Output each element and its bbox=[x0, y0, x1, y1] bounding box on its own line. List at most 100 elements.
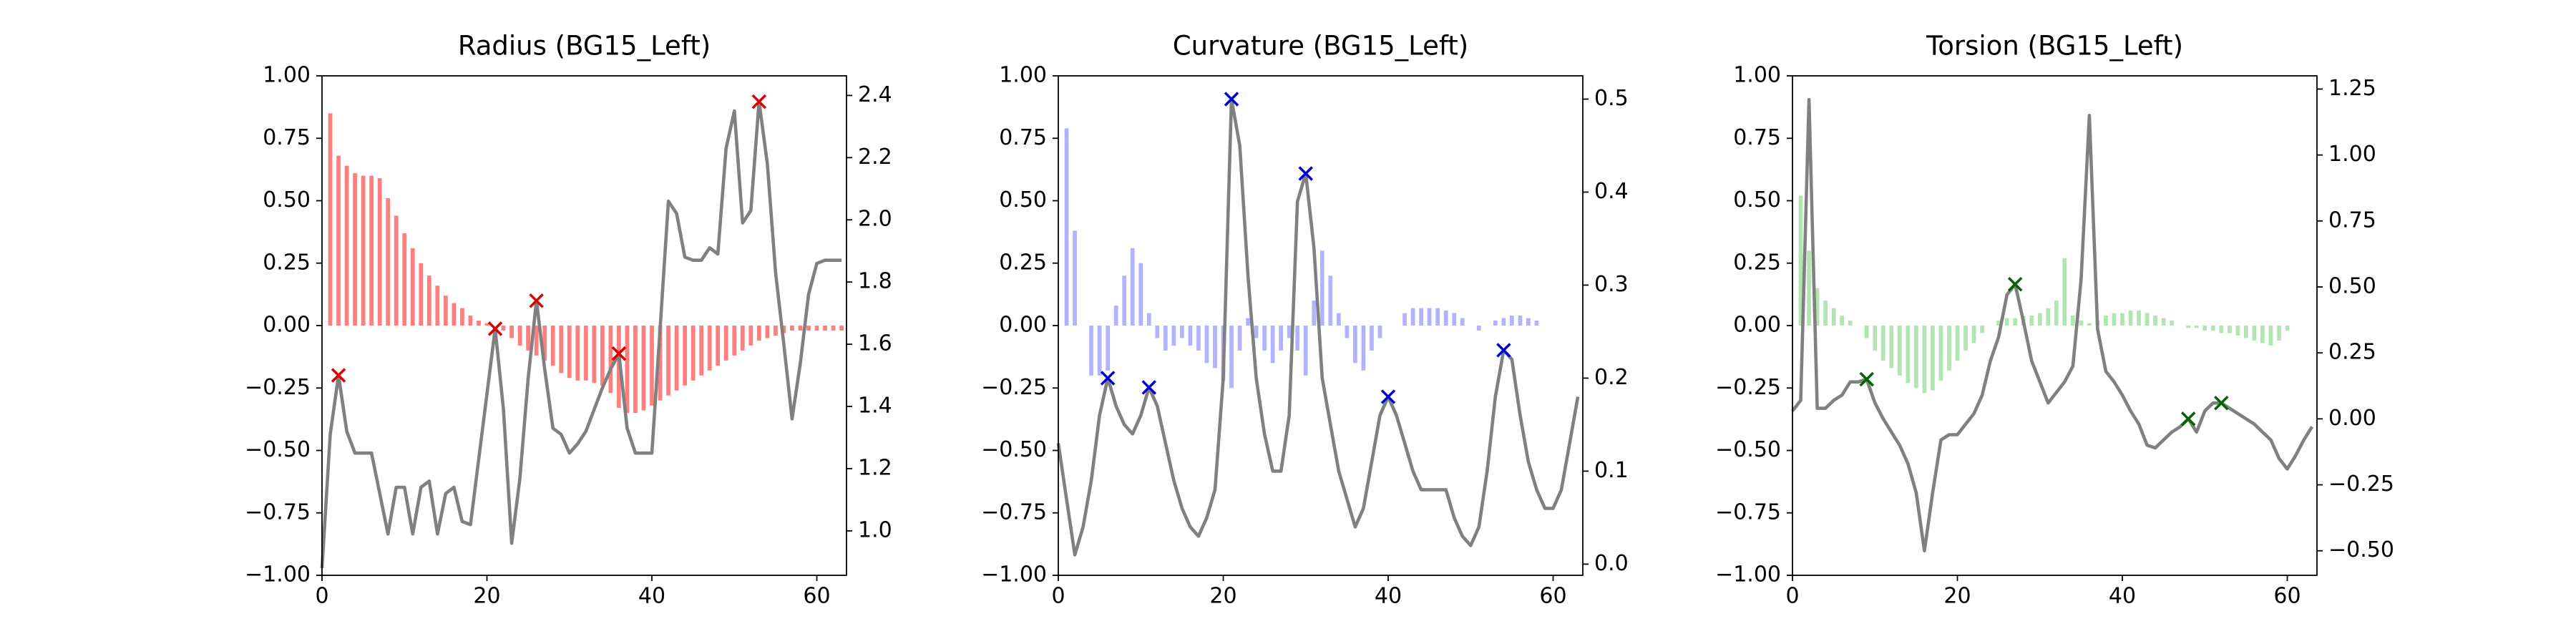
subplot-title: Radius (BG15_Left) bbox=[458, 31, 711, 62]
bar bbox=[774, 326, 778, 336]
bar bbox=[509, 326, 514, 338]
bar bbox=[1963, 326, 1968, 351]
bar bbox=[443, 296, 448, 326]
subplot-title: Torsion (BG15_Left) bbox=[1926, 31, 2183, 62]
bar bbox=[2285, 326, 2290, 331]
bar bbox=[1370, 326, 1374, 351]
bar bbox=[1922, 326, 1927, 394]
bar bbox=[361, 175, 366, 326]
y-tick-label: 0.00 bbox=[999, 313, 1047, 338]
bar bbox=[2268, 326, 2273, 346]
peak-marker bbox=[1141, 380, 1157, 395]
bar bbox=[1510, 316, 1514, 326]
peak-marker bbox=[529, 293, 544, 308]
bar bbox=[542, 326, 547, 361]
bar bbox=[1295, 326, 1300, 351]
bar bbox=[1287, 326, 1292, 338]
peak-marker bbox=[1496, 343, 1511, 358]
bar bbox=[740, 326, 745, 351]
peak-marker bbox=[1298, 166, 1313, 181]
bar bbox=[410, 248, 415, 326]
y-tick-label: 0.00 bbox=[263, 313, 311, 338]
y2-tick-label: 1.6 bbox=[858, 331, 892, 356]
bar bbox=[1435, 308, 1440, 326]
bar bbox=[1113, 306, 1118, 326]
bar bbox=[658, 326, 663, 401]
bar bbox=[2210, 326, 2215, 331]
y-tick-label: −0.75 bbox=[981, 499, 1047, 525]
bar bbox=[1410, 308, 1415, 326]
bar bbox=[723, 326, 728, 361]
peak-marker bbox=[2007, 277, 2023, 292]
bar bbox=[2145, 313, 2150, 326]
y2-tick-label: 0.50 bbox=[2328, 273, 2376, 298]
x-tick-label: 20 bbox=[1943, 584, 1971, 609]
y-tick-label: 1.00 bbox=[1733, 63, 1781, 88]
bar bbox=[1246, 318, 1250, 326]
bar bbox=[1526, 318, 1531, 326]
bar bbox=[2013, 318, 2018, 326]
subplot-title: Curvature (BG15_Left) bbox=[1173, 31, 1468, 62]
bar bbox=[592, 326, 597, 384]
bar bbox=[1419, 308, 1423, 326]
bar bbox=[517, 326, 522, 346]
x-tick-label: 40 bbox=[638, 584, 665, 609]
bar bbox=[2235, 326, 2240, 336]
bar bbox=[1270, 326, 1275, 364]
y-tick-label: −0.25 bbox=[245, 375, 311, 400]
bar bbox=[567, 326, 572, 379]
peak-marker bbox=[331, 368, 346, 383]
peak-marker bbox=[751, 94, 767, 109]
bar bbox=[1089, 326, 1093, 376]
bar bbox=[1196, 326, 1201, 351]
bar bbox=[344, 165, 349, 326]
bar bbox=[732, 326, 737, 356]
bar bbox=[1823, 301, 1828, 326]
bar bbox=[1279, 326, 1284, 351]
bar bbox=[377, 178, 382, 326]
bar bbox=[2260, 326, 2265, 343]
bar bbox=[806, 326, 811, 331]
bar bbox=[1130, 248, 1135, 326]
peak-marker bbox=[1224, 92, 1239, 107]
bar bbox=[1237, 326, 1242, 351]
x-tick-label: 20 bbox=[473, 584, 500, 609]
bar bbox=[2104, 316, 2108, 326]
bar bbox=[2046, 308, 2051, 326]
bar bbox=[2219, 326, 2224, 333]
y2-tick-label: 0.00 bbox=[2328, 406, 2376, 431]
bar bbox=[501, 326, 506, 331]
bar bbox=[1971, 326, 1976, 343]
bar bbox=[1361, 326, 1366, 371]
y-tick-label: 0.50 bbox=[1733, 187, 1781, 213]
bar bbox=[2153, 316, 2157, 326]
bar bbox=[1889, 326, 1894, 369]
bar bbox=[691, 326, 696, 381]
x-tick-label: 60 bbox=[803, 584, 830, 609]
bar bbox=[1931, 326, 1935, 391]
bar bbox=[1097, 326, 1102, 376]
bar bbox=[814, 326, 819, 331]
y-tick-label: 1.00 bbox=[999, 63, 1047, 88]
bar bbox=[1864, 326, 1869, 338]
bar bbox=[526, 326, 531, 351]
bar bbox=[559, 326, 564, 374]
bar bbox=[2054, 301, 2059, 326]
bar bbox=[790, 326, 794, 331]
bar bbox=[1534, 321, 1539, 326]
bar bbox=[707, 326, 712, 371]
bar bbox=[625, 326, 630, 414]
subplot: Radius (BG15_Left) 0 20 40 60 −1.00 −0.75 −0.50… bbox=[245, 31, 892, 609]
bar bbox=[2170, 321, 2175, 326]
bar bbox=[1345, 326, 1350, 338]
subplot: Torsion (BG15_Left) 0 20 40 60 −1.00 −0.75 −0.5… bbox=[1715, 31, 2394, 609]
bar bbox=[1303, 326, 1308, 376]
bar bbox=[1427, 308, 1432, 326]
bar bbox=[633, 326, 638, 414]
line bbox=[1056, 97, 1580, 557]
y-tick-label: −0.50 bbox=[1715, 437, 1781, 462]
bar bbox=[435, 286, 440, 326]
y2-tick-label: −0.25 bbox=[2328, 472, 2394, 497]
y2-tick-label: 0.3 bbox=[1594, 272, 1629, 297]
